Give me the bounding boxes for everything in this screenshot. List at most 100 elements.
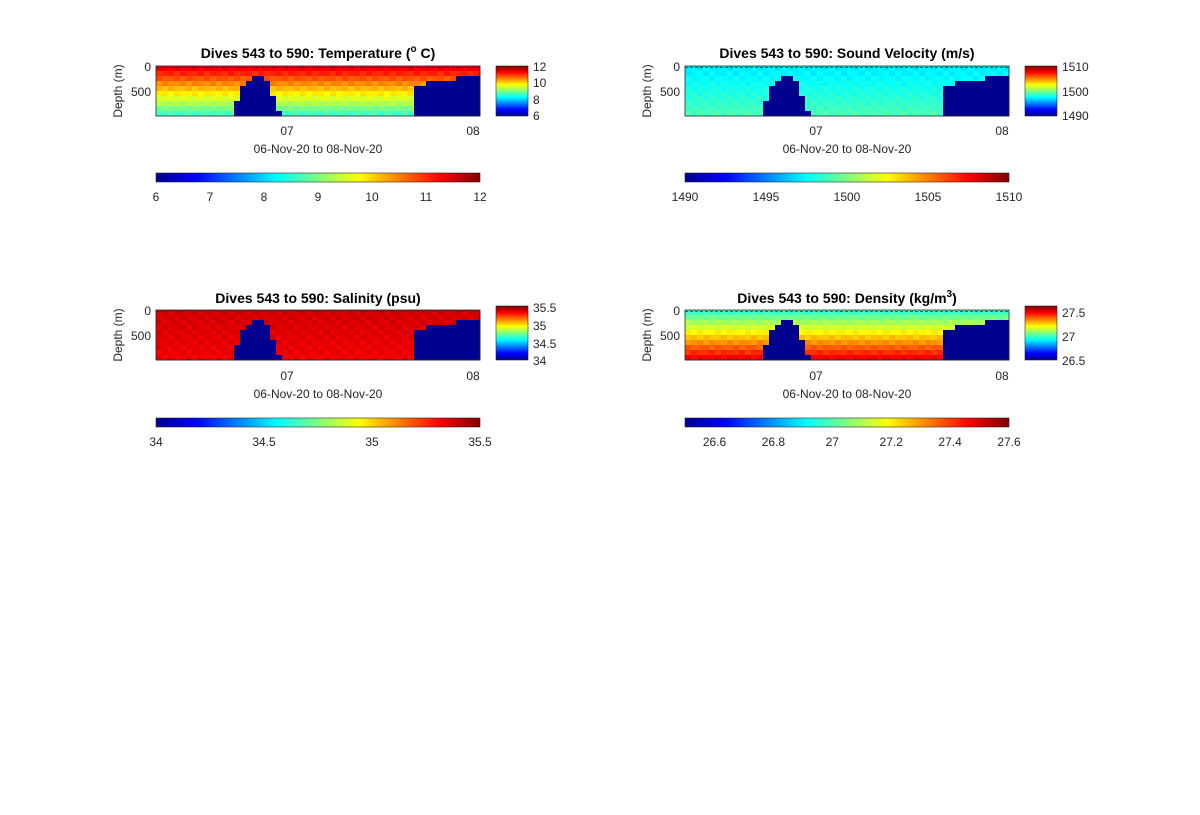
heatmap-cell bbox=[835, 86, 842, 92]
heatmap-cell bbox=[222, 320, 229, 326]
heatmap-cell bbox=[835, 315, 842, 321]
heatmap-cell bbox=[895, 96, 902, 102]
heatmap-cell bbox=[883, 106, 890, 112]
heatmap-cell bbox=[162, 345, 169, 351]
heatmap-cell bbox=[402, 81, 409, 87]
heatmap-cell bbox=[210, 335, 217, 341]
heatmap-cell bbox=[991, 330, 998, 336]
heatmap-cell bbox=[817, 330, 824, 336]
heatmap-cell bbox=[162, 335, 169, 341]
heatmap-cell bbox=[186, 101, 193, 107]
heatmap-cell bbox=[967, 355, 974, 361]
heatmap-cell bbox=[450, 330, 457, 336]
heatmap-cell bbox=[186, 71, 193, 77]
heatmap-cell bbox=[991, 106, 998, 112]
heatmap-cell bbox=[414, 315, 421, 321]
heatmap-cell bbox=[793, 335, 800, 341]
heatmap-cell bbox=[829, 96, 836, 102]
heatmap-cell bbox=[204, 91, 211, 97]
heatmap-cell bbox=[456, 81, 463, 87]
x-axis-label: 06-Nov-20 to 08-Nov-20 bbox=[254, 142, 383, 156]
heatmap-cell bbox=[186, 76, 193, 82]
heatmap-cell bbox=[198, 310, 205, 316]
heatmap-cell bbox=[450, 71, 457, 77]
heatmap-cell bbox=[925, 315, 932, 321]
heatmap-cell bbox=[318, 345, 325, 351]
heatmap-cell bbox=[781, 106, 788, 112]
heatmap-cell bbox=[336, 66, 343, 72]
heatmap-cell bbox=[877, 111, 884, 117]
heatmap-cell bbox=[282, 315, 289, 321]
heatmap-cell bbox=[793, 345, 800, 351]
heatmap-cell bbox=[330, 86, 337, 92]
heatmap-cell bbox=[288, 310, 295, 316]
heatmap-cell bbox=[787, 310, 794, 316]
heatmap-cell bbox=[913, 91, 920, 97]
heatmap-cell bbox=[198, 106, 205, 112]
heatmap-cell bbox=[799, 340, 806, 346]
heatmap-cell bbox=[805, 350, 812, 356]
heatmap-cell bbox=[949, 315, 956, 321]
heatmap-cell bbox=[769, 325, 776, 331]
heatmap-cell bbox=[775, 111, 782, 117]
heatmap-cell bbox=[949, 340, 956, 346]
heatmap-cell bbox=[420, 76, 427, 82]
heatmap-cell bbox=[240, 340, 247, 346]
heatmap-cell bbox=[204, 350, 211, 356]
heatmap-cell bbox=[264, 335, 271, 341]
heatmap-cell bbox=[907, 325, 914, 331]
heatmap-cell bbox=[889, 81, 896, 87]
heatmap-cell bbox=[276, 86, 283, 92]
heatmap-cell bbox=[312, 86, 319, 92]
heatmap-cell bbox=[342, 71, 349, 77]
heatmap-cell bbox=[402, 335, 409, 341]
heatmap-cell bbox=[210, 320, 217, 326]
heatmap-cell bbox=[468, 111, 475, 117]
heatmap-cell bbox=[691, 340, 698, 346]
heatmap-cell bbox=[420, 320, 427, 326]
heatmap-cell bbox=[829, 315, 836, 321]
heatmap-cell bbox=[715, 111, 722, 117]
heatmap-cell bbox=[901, 335, 908, 341]
heatmap-cell bbox=[246, 320, 253, 326]
heatmap-cell bbox=[384, 355, 391, 361]
heatmap-cell bbox=[853, 350, 860, 356]
heatmap-cell bbox=[871, 76, 878, 82]
heatmap-cell bbox=[234, 111, 241, 117]
heatmap-cell bbox=[420, 335, 427, 341]
heatmap-cell bbox=[264, 86, 271, 92]
heatmap-cell bbox=[955, 335, 962, 341]
heatmap-cell bbox=[835, 310, 842, 316]
heatmap-cell bbox=[931, 91, 938, 97]
heatmap-cell bbox=[937, 325, 944, 331]
heatmap-cell bbox=[739, 340, 746, 346]
heatmap-cell bbox=[721, 101, 728, 107]
heatmap-cell bbox=[390, 355, 397, 361]
heatmap-cell bbox=[210, 106, 217, 112]
heatmap-cell bbox=[883, 66, 890, 72]
heatmap-cell bbox=[348, 106, 355, 112]
x-axis-label: 06-Nov-20 to 08-Nov-20 bbox=[783, 387, 912, 401]
heatmap-cell bbox=[775, 81, 782, 87]
heatmap-cell bbox=[360, 325, 367, 331]
heatmap-cell bbox=[685, 91, 692, 97]
heatmap-cell bbox=[450, 345, 457, 351]
heatmap-cell bbox=[270, 350, 277, 356]
heatmap-cell bbox=[889, 345, 896, 351]
heatmap-cell bbox=[246, 310, 253, 316]
heatmap-cell bbox=[793, 111, 800, 117]
heatmap-cell bbox=[384, 335, 391, 341]
heatmap-cell bbox=[366, 330, 373, 336]
heatmap-cell bbox=[931, 96, 938, 102]
heatmap-cell bbox=[174, 66, 181, 72]
heatmap-cell bbox=[979, 111, 986, 117]
heatmap-cell bbox=[919, 335, 926, 341]
heatmap-cell bbox=[931, 330, 938, 336]
x-tick-label-08: 08 bbox=[466, 124, 480, 138]
heatmap-cell bbox=[883, 111, 890, 117]
heatmap-cell bbox=[384, 101, 391, 107]
heatmap-cell bbox=[685, 340, 692, 346]
heatmap-cell bbox=[312, 71, 319, 77]
heatmap-cell bbox=[258, 315, 265, 321]
heatmap-cell bbox=[240, 345, 247, 351]
